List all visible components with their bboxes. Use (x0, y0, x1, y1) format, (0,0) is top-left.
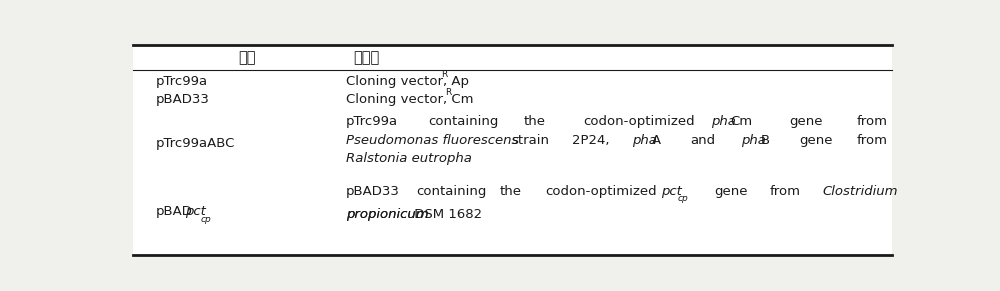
Text: cp: cp (201, 215, 212, 224)
Text: pha: pha (632, 134, 657, 147)
Text: 基因型: 基因型 (354, 50, 380, 65)
Text: pha: pha (741, 134, 766, 147)
FancyBboxPatch shape (133, 45, 892, 255)
Text: Clostridium: Clostridium (822, 185, 898, 198)
Text: pTrc99a: pTrc99a (156, 75, 208, 88)
Text: pBAD: pBAD (156, 205, 193, 218)
Text: strain: strain (511, 134, 549, 147)
Text: propionicum: propionicum (346, 207, 428, 221)
Text: pha: pha (711, 115, 736, 127)
Text: B: B (761, 134, 770, 147)
Text: the: the (524, 115, 546, 127)
Text: pct: pct (185, 205, 205, 218)
Text: DSM 1682: DSM 1682 (410, 207, 482, 221)
Text: containing: containing (428, 115, 498, 127)
Text: from: from (769, 185, 800, 198)
Text: and: and (690, 134, 715, 147)
Text: R: R (445, 88, 451, 97)
Text: Cm: Cm (730, 115, 752, 127)
Text: Cloning vector, Ap: Cloning vector, Ap (346, 75, 469, 88)
Text: gene: gene (789, 115, 822, 127)
Text: Pseudomonas fluorescens: Pseudomonas fluorescens (346, 134, 518, 147)
Text: codon-optimized: codon-optimized (583, 115, 694, 127)
Text: pTrc99aABC: pTrc99aABC (156, 137, 235, 150)
Text: pct: pct (661, 185, 682, 198)
Text: the: the (500, 185, 522, 198)
Text: pTrc99a: pTrc99a (346, 115, 398, 127)
Text: cp: cp (677, 194, 688, 203)
Text: containing: containing (416, 185, 487, 198)
Text: from: from (857, 134, 888, 147)
Text: 2P24,: 2P24, (572, 134, 609, 147)
Text: codon-optimized: codon-optimized (546, 185, 657, 198)
Text: A: A (652, 134, 661, 147)
Text: pBAD33: pBAD33 (156, 93, 210, 106)
Text: propionicum: propionicum (346, 207, 428, 221)
Text: gene: gene (799, 134, 833, 147)
Text: gene: gene (714, 185, 748, 198)
Text: R: R (441, 70, 447, 79)
Text: 质粒: 质粒 (238, 50, 256, 65)
Text: Ralstonia eutropha: Ralstonia eutropha (346, 152, 472, 164)
Text: Cloning vector, Cm: Cloning vector, Cm (346, 93, 473, 106)
Text: from: from (857, 115, 888, 127)
Text: pBAD33: pBAD33 (346, 185, 400, 198)
